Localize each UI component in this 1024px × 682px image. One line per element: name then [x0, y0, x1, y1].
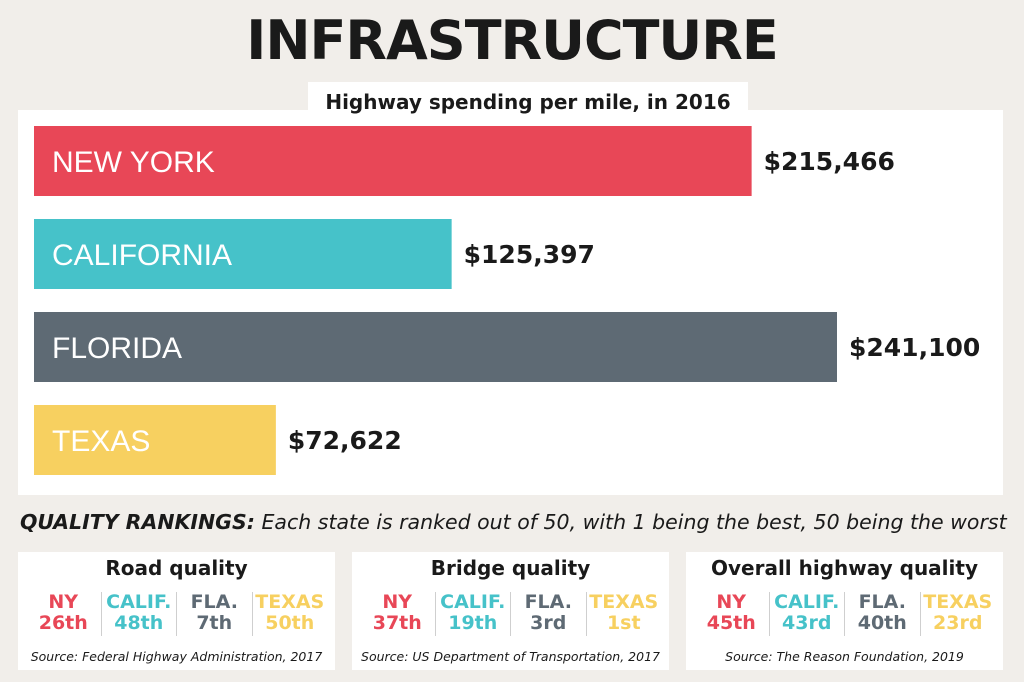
rank-value: 7th [196, 612, 233, 634]
rankings-heading-text: Each state is ranked out of 50, with 1 b… [261, 510, 1007, 534]
rank-state: TEXAS [923, 591, 993, 613]
rank-value: 48th [114, 612, 164, 634]
rank-value: 40th [857, 612, 907, 634]
bar-category-label: NEW YORK [52, 146, 215, 179]
rank-state: FLA. [190, 591, 238, 613]
bar-texas [34, 405, 276, 475]
rank-state: NY [382, 591, 413, 613]
card-title: Bridge quality [430, 556, 591, 580]
bar-chart: NEW YORK $215,466 CALIFORNIA $125,397 FLORID… [34, 126, 980, 475]
card-overall-highway-quality: Overall highway quality NY 45th CALIF. 43r… [686, 552, 1003, 670]
rank-value: 23rd [933, 612, 983, 634]
rank-tx: TEXAS 23rd [919, 591, 996, 636]
bar-new-york [34, 126, 752, 196]
rank-row: NY 37th CALIF. 19th FLA. 3rd TEXAS 1st [360, 592, 661, 636]
rank-ca: CALIF. 48th [100, 591, 177, 636]
rankings-heading-bold: QUALITY RANKINGS: [20, 510, 255, 534]
card-title: Road quality [105, 556, 248, 580]
rank-tx: TEXAS 1st [585, 591, 662, 636]
rank-state: FLA. [524, 591, 572, 613]
bar-category-label: FLORIDA [52, 332, 182, 365]
card-source: Source: Federal Highway Administration, … [30, 649, 323, 664]
rank-ny: NY 26th [26, 592, 101, 636]
card-road-quality: Road quality NY 26th CALIF. 48th FLA. 7th T… [18, 552, 335, 670]
card-source: Source: US Department of Transportation,… [361, 649, 660, 664]
rank-state: CALIF. [774, 591, 840, 613]
rank-fl: FLA. 40th [844, 592, 920, 636]
bar-value-label: $241,100 [849, 333, 980, 362]
rank-value: 43rd [782, 612, 832, 634]
bar-category-label: TEXAS [52, 425, 150, 458]
bar-value-label: $72,622 [288, 426, 402, 455]
rank-value: 19th [448, 612, 498, 634]
card-source: Source: The Reason Foundation, 2019 [725, 649, 964, 664]
rank-ca: CALIF. 43rd [768, 591, 845, 636]
card-bridge-quality: Bridge quality NY 37th CALIF. 19th FLA. 3rd… [352, 552, 669, 670]
rank-row: NY 45th CALIF. 43rd FLA. 40th TEXAS 23rd [694, 592, 995, 636]
rank-fl: FLA. 3rd [510, 592, 586, 636]
bar-value-label: $125,397 [464, 240, 595, 269]
rank-fl: FLA. 7th [176, 592, 252, 636]
card-title: Overall highway quality [710, 556, 978, 580]
rank-state: TEXAS [589, 591, 659, 613]
chart-title: Highway spending per mile, in 2016 [308, 82, 748, 118]
rank-value: 1st [606, 612, 641, 634]
rank-state: CALIF. [440, 591, 506, 613]
bar-california [34, 219, 452, 289]
rank-state: CALIF. [106, 591, 172, 613]
rank-value: 37th [372, 612, 422, 634]
rankings-heading: QUALITY RANKINGS: Each state is ranked o… [20, 510, 1010, 534]
rank-state: FLA. [858, 591, 906, 613]
bar-value-label: $215,466 [764, 147, 895, 176]
rank-value: 3rd [530, 612, 567, 634]
rank-state: NY [48, 591, 79, 613]
rank-ca: CALIF. 19th [434, 591, 511, 636]
rank-value: 45th [706, 612, 756, 634]
rank-value: 26th [38, 612, 88, 634]
chart-panel: NEW YORK $215,466 CALIFORNIA $125,397 FLORID… [18, 110, 1003, 495]
rank-value: 50th [265, 612, 315, 634]
rank-state: TEXAS [255, 591, 325, 613]
bar-florida [34, 312, 837, 382]
rank-tx: TEXAS 50th [251, 591, 328, 636]
bar-category-label: CALIFORNIA [52, 239, 232, 272]
rank-state: NY [716, 591, 747, 613]
page-title: INFRASTRUCTURE [246, 9, 778, 72]
rank-ny: NY 37th [360, 592, 435, 636]
rank-ny: NY 45th [694, 592, 769, 636]
rank-row: NY 26th CALIF. 48th FLA. 7th TEXAS 50th [26, 592, 327, 636]
